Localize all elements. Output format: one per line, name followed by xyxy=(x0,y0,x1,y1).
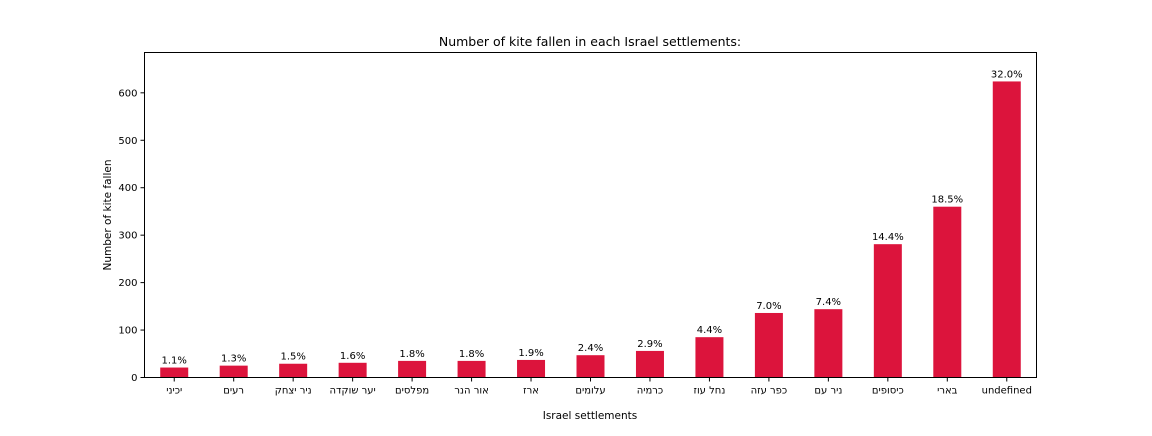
bar xyxy=(754,312,783,378)
bar-data-label: 2.9% xyxy=(637,339,662,350)
x-tick-label: undefined xyxy=(982,386,1032,397)
bar-data-label: 1.6% xyxy=(340,351,365,362)
bar-data-label: 1.1% xyxy=(162,356,187,367)
bar-data-label: 14.4% xyxy=(872,232,904,243)
bar xyxy=(279,363,308,378)
x-tick-label: רעים xyxy=(223,386,244,397)
x-tick-label: אור הנר xyxy=(454,386,488,397)
bar-data-label: 1.8% xyxy=(399,349,424,360)
bar-data-label: 1.5% xyxy=(280,352,305,363)
x-axis: יכיני רעים ניר יצחק יער שוקדה מפלסים אור הנר א… xyxy=(166,377,1032,397)
bar xyxy=(873,244,902,378)
bar-data-label: 32.0% xyxy=(991,69,1023,80)
bar xyxy=(933,206,962,378)
bar xyxy=(338,362,367,378)
bar-data-label: 7.4% xyxy=(816,297,841,308)
x-tick-label: ארז xyxy=(523,386,539,397)
bar-data-label: 1.3% xyxy=(221,354,246,365)
bar-labels-group: 1.1% 1.3% 1.5% 1.6% 1.8% 1.8% 1.9% 2.4% 2.9% 4.4%… xyxy=(162,69,1023,366)
x-tick-label: יער שוקדה xyxy=(330,386,376,397)
x-tick-label: מפלסים xyxy=(395,386,429,397)
bar-data-label: 7.0% xyxy=(756,301,781,312)
bar xyxy=(517,359,546,378)
y-tick-label: 500 xyxy=(118,136,137,147)
bar xyxy=(695,337,724,378)
bar xyxy=(457,360,486,378)
y-tick-label: 600 xyxy=(118,88,137,99)
x-tick-label: כיסופים xyxy=(872,386,904,397)
y-tick-label: 0 xyxy=(131,373,137,384)
y-axis-label: Number of kite fallen xyxy=(102,160,114,271)
x-tick-label: עלומים xyxy=(575,386,605,397)
x-tick-label: בארי xyxy=(937,386,958,397)
bar xyxy=(992,81,1021,378)
bar xyxy=(576,355,605,378)
y-tick-label: 100 xyxy=(118,326,137,337)
bar xyxy=(398,360,427,378)
plot-frame xyxy=(144,52,1037,378)
bar-data-label: 2.4% xyxy=(578,343,603,354)
bar-data-label: 1.8% xyxy=(459,349,484,360)
chart-title: Number of kite fallen in each Israel set… xyxy=(439,34,741,49)
bar xyxy=(635,350,664,378)
y-tick-label: 200 xyxy=(118,278,137,289)
y-tick-label: 400 xyxy=(118,183,137,194)
x-tick-label: ניר יצחק xyxy=(275,386,312,397)
bar-data-label: 4.4% xyxy=(697,325,722,336)
bar xyxy=(160,367,189,378)
bar-data-label: 1.9% xyxy=(518,348,543,359)
y-axis: 0 100 200 300 400 500 600 xyxy=(118,88,145,384)
x-tick-label: כרמיה xyxy=(637,386,664,397)
y-tick-label: 300 xyxy=(118,231,137,242)
x-tick-label: יכיני xyxy=(166,386,182,397)
x-tick-label: כפר עזה xyxy=(751,386,788,397)
x-tick-label: ניר עם xyxy=(814,386,842,397)
x-axis-label: Israel settlements xyxy=(543,410,638,422)
bar-data-label: 18.5% xyxy=(931,195,963,206)
bar xyxy=(814,309,843,378)
bar xyxy=(219,365,248,378)
bars-group xyxy=(160,81,1021,378)
x-tick-label: נחל עוז xyxy=(694,386,726,397)
